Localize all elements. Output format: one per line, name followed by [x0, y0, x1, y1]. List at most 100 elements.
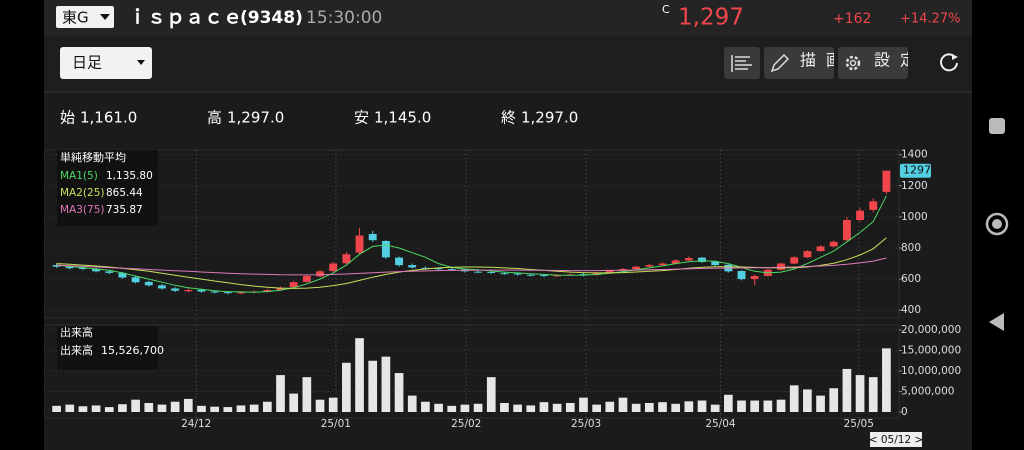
legend-box [57, 326, 158, 370]
candle-body [434, 268, 443, 270]
candle-body [882, 170, 891, 192]
x-tick-label: 25/03 [571, 418, 601, 430]
refresh-arrow [952, 54, 958, 60]
volume-bar [868, 377, 878, 412]
candle-body [487, 271, 496, 273]
home-dot [992, 219, 1002, 229]
candle-body [329, 263, 338, 272]
stock-name: ｉｓｐａｃｅ [128, 7, 242, 30]
recents-button[interactable] [989, 118, 1005, 134]
refresh-icon[interactable] [940, 53, 958, 72]
draw-button-bg [764, 47, 834, 79]
candle-body [777, 263, 785, 270]
volume-bar [315, 399, 325, 412]
candle-body [78, 267, 87, 269]
gear-icon [845, 55, 861, 71]
y-tick-label: 10,000,000 [901, 365, 961, 377]
x-tick-label: 25/05 [844, 418, 874, 430]
app: 東G ｉｓｐａｃｅ (9348) 15:30:00 C 1,297 +162 +… [44, 0, 972, 450]
volume-bar [104, 407, 114, 412]
candle-body [500, 273, 509, 275]
period-select[interactable] [60, 47, 152, 79]
candle-body [223, 292, 232, 294]
ma-line [56, 195, 887, 293]
volume-bar [605, 401, 615, 412]
volume-bar [170, 401, 180, 412]
legend-name: 出来高 [60, 343, 93, 357]
home-button[interactable] [985, 212, 1009, 236]
volume-bar [842, 368, 852, 412]
x-tick-label: 25/04 [705, 418, 736, 430]
ui: 東G ｉｓｐａｃｅ (9348) 15:30:00 C 1,297 +162 +… [44, 0, 972, 447]
candle-body [737, 271, 746, 280]
candle-body [842, 220, 851, 241]
cursor-tag [870, 432, 922, 447]
volume-bar [486, 377, 496, 412]
volume-bar [789, 385, 799, 412]
legend-name: MA3(75) [60, 204, 104, 216]
candle-body [750, 276, 759, 280]
candle-body [645, 265, 654, 267]
volume-bar [368, 360, 378, 412]
volume-bar [262, 401, 272, 412]
volume-bar [183, 398, 193, 412]
volume-bar [500, 402, 509, 412]
legend-value: 1,135.80 [106, 170, 153, 182]
legend-box [57, 150, 158, 226]
ohlc-label: 始 [60, 109, 75, 127]
candle-body [632, 266, 641, 270]
candle-body [513, 273, 522, 275]
candle-body [421, 267, 430, 269]
volume-bar [276, 375, 285, 412]
cursor-date: < 05/12 > [869, 434, 924, 446]
candle-body [869, 201, 878, 210]
candle-body [474, 271, 483, 273]
y-tick-label: 600 [901, 273, 921, 285]
nav-bar [972, 0, 1024, 450]
volume-bar [644, 402, 654, 412]
y-tick-label: 1000 [901, 211, 928, 223]
volume-bar [131, 399, 140, 412]
market-select[interactable] [56, 6, 114, 28]
volume-bar [91, 405, 101, 412]
candle-body [671, 260, 680, 264]
x-tick-label: 24/12 [181, 418, 211, 430]
y-tick-label: 800 [901, 242, 921, 254]
volume-bar [697, 400, 707, 412]
candle-body [144, 281, 153, 286]
back-button[interactable] [989, 313, 1004, 331]
candle-body [316, 271, 324, 277]
volume-bar [355, 338, 364, 412]
legend-title: 出来高 [60, 325, 93, 339]
x-tick-label: 25/01 [321, 418, 351, 430]
volume-bar [434, 403, 443, 412]
volume-bar [829, 388, 839, 412]
x-tick-label: 25/02 [451, 418, 481, 430]
candle-body [526, 274, 535, 276]
candle-body [698, 257, 706, 262]
volume-bar [144, 402, 154, 412]
candle-body [790, 257, 799, 264]
volume-bar [289, 393, 299, 412]
legend-name: MA2(25) [60, 187, 104, 199]
draw-button[interactable]: 描画 [764, 47, 852, 79]
candle-body [197, 289, 206, 292]
settings-button[interactable]: 設定 [838, 47, 926, 79]
volume-bar [816, 395, 825, 412]
volume-bar [552, 403, 562, 412]
last-price-tag [900, 163, 931, 178]
candle-body [816, 246, 825, 252]
candle-body [158, 285, 166, 289]
y-tick-label: 1200 [901, 180, 928, 192]
change-pct: +14.27% [900, 12, 960, 27]
ohlc-value: 1,145.0 [374, 109, 431, 127]
volume-bar [381, 356, 391, 412]
candle-body [171, 288, 180, 291]
candle-body [92, 268, 101, 272]
legend-value: 865.44 [106, 187, 143, 199]
indicator-button[interactable] [724, 47, 760, 79]
dropdown-arrow [137, 60, 145, 65]
plot: 400 600 800 1000 1200 1400 単純移動平均 MA1(5) 1,135.8… [44, 149, 961, 447]
volume-bar [460, 404, 470, 412]
legend-title: 単純移動平均 [60, 150, 126, 164]
